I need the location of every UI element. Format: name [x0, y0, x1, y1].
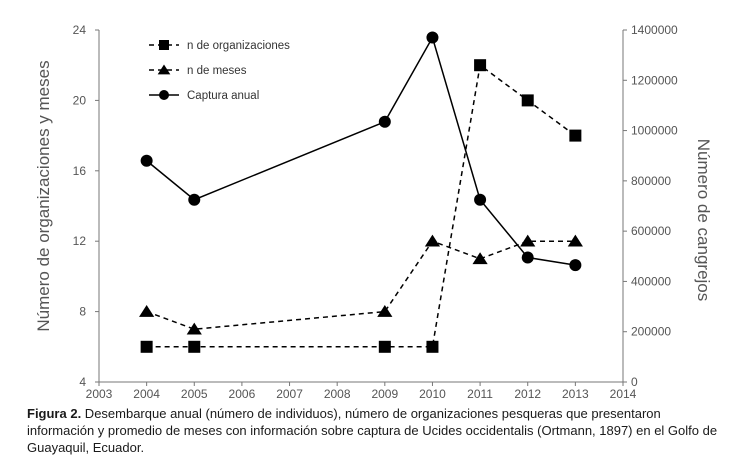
y-left-tick-label: 20	[73, 93, 87, 107]
y-left-tick-label: 16	[73, 164, 87, 178]
caption-text: Desembarque anual (número de individuos)…	[27, 406, 718, 455]
data-point-square	[569, 129, 582, 142]
y-right-tick-label: 1000000	[631, 124, 678, 138]
data-point-triangle	[567, 234, 583, 247]
y-axis-left-title: Número de organizaciones y meses	[34, 60, 53, 331]
y-right-tick-label: 400000	[631, 274, 671, 288]
data-point-circle	[378, 115, 391, 128]
data-point-triangle	[472, 252, 488, 265]
data-point-square	[140, 340, 153, 353]
legend-marker-square	[159, 40, 169, 50]
y-axis-right-title: Número de cangrejos	[694, 139, 713, 302]
legend-label: n de organizaciones	[187, 40, 290, 52]
data-point-circle	[474, 193, 487, 206]
y-left-tick-label: 8	[79, 305, 86, 319]
figure-caption: Figura 2. Desembarque anual (número de i…	[27, 405, 727, 456]
legend: n de organizaciones n de meses Captura anu…	[149, 40, 290, 102]
x-tick-label: 2013	[562, 387, 589, 400]
x-tick-label: 2007	[276, 387, 303, 400]
data-point-circle	[188, 193, 201, 206]
series-line-square	[146, 63, 576, 348]
axes: 2003 2004 2005 2006 2007 2008 2009 2010 2011 2012…	[73, 23, 678, 400]
data-point-triangle	[424, 234, 441, 247]
y-right-tick-label: 1200000	[631, 73, 678, 87]
x-tick-label: 2003	[86, 387, 113, 400]
data-point-square	[521, 94, 534, 107]
legend-marker-triangle	[157, 64, 171, 75]
legend-label: n de meses	[187, 65, 247, 77]
y-right-tick-label: 1400000	[631, 23, 678, 37]
y-right-tick-label: 800000	[631, 174, 671, 188]
data-point-circle	[140, 154, 153, 167]
y-left-tick-label: 12	[73, 234, 87, 248]
x-tick-label: 2006	[229, 387, 256, 400]
y-right-tick-label: 600000	[631, 224, 671, 238]
data-point-triangle	[520, 234, 536, 247]
data-point-triangle	[377, 305, 393, 317]
y-right-tick-label: 200000	[631, 325, 671, 339]
caption-label: Figura 2.	[27, 406, 82, 421]
y-left-tick-label: 24	[73, 23, 87, 37]
data-point-triangle	[139, 305, 155, 317]
x-tick-label: 2008	[324, 387, 351, 400]
data-point-circle	[569, 259, 582, 272]
x-tick-label: 2010	[419, 387, 446, 400]
data-point-square	[378, 340, 391, 353]
x-tick-label: 2004	[133, 387, 160, 400]
dual-axis-line-chart: 2003 2004 2005 2006 2007 2008 2009 2010 2011 2012…	[34, 23, 713, 400]
x-tick-label: 2005	[181, 387, 208, 400]
legend-marker-circle	[159, 90, 169, 100]
x-tick-label: 2012	[514, 387, 541, 400]
x-tick-label: 2009	[371, 387, 398, 400]
y-right-tick-label: 0	[631, 375, 638, 389]
data-point-triangle	[186, 322, 202, 335]
data-point-square	[188, 340, 201, 353]
data-point-circle	[521, 251, 534, 264]
x-tick-label: 2014	[610, 387, 637, 400]
x-tick-label: 2011	[467, 387, 493, 400]
plot-series	[139, 31, 583, 353]
series-square	[140, 59, 582, 353]
series-triangle	[139, 234, 583, 335]
y-left-tick-label: 4	[79, 375, 86, 389]
legend-label: Captura anual	[187, 90, 259, 102]
series-circle	[140, 31, 582, 272]
data-point-circle	[426, 31, 439, 44]
data-point-square	[474, 59, 487, 72]
data-point-square	[426, 340, 439, 353]
series-line-triangle	[146, 240, 576, 330]
